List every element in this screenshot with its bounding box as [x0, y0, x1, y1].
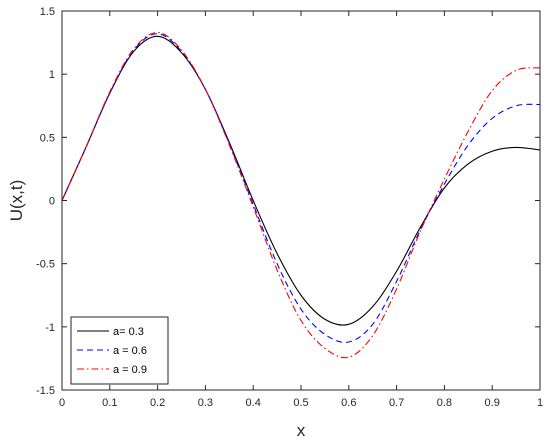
- y-tick-label: -1: [45, 322, 55, 334]
- tick-labels-layer: 0 0.1 0.2 0.3 0.4 0.5 0.6 0.7 0.8 0.9 1 -1.5 -1 -0.5 0…: [36, 6, 543, 409]
- y-tick-label: -1.5: [36, 385, 55, 397]
- plot-frame: [61, 10, 541, 391]
- y-tick-label: -0.5: [36, 259, 55, 271]
- x-tick-label: 0.3: [198, 397, 213, 409]
- y-tick-label: 1.5: [40, 6, 55, 18]
- legend: a= 0.3 a = 0.6 a = 0.9: [70, 316, 169, 385]
- legend-label-2: a = 0.6: [113, 345, 147, 357]
- y-tick-label: 0: [49, 196, 55, 208]
- x-tick-label: 1: [537, 397, 543, 409]
- series-layer: [61, 31, 541, 359]
- x-tick-label: 0.7: [389, 397, 404, 409]
- legend-label-3: a = 0.9: [113, 364, 147, 376]
- x-tick-label: 0: [59, 397, 65, 409]
- x-tick-label: 0.9: [485, 397, 500, 409]
- x-tick-label: 0.8: [437, 397, 452, 409]
- legend-label-1: a= 0.3: [113, 326, 144, 338]
- x-tick-label: 0.2: [150, 397, 165, 409]
- y-axis-label: U(x,t): [7, 180, 26, 222]
- series-line-3: [61, 31, 541, 359]
- x-tick-label: 0.5: [293, 397, 308, 409]
- x-axis-label: x: [297, 421, 306, 440]
- x-tick-label: 0.4: [246, 397, 261, 409]
- y-tick-label: 0.5: [40, 132, 55, 144]
- series-line-1: [61, 35, 541, 326]
- x-tick-label: 0.6: [341, 397, 356, 409]
- x-tick-label: 0.1: [102, 397, 117, 409]
- y-tick-label: 1: [49, 69, 55, 81]
- series-line-2: [61, 33, 541, 343]
